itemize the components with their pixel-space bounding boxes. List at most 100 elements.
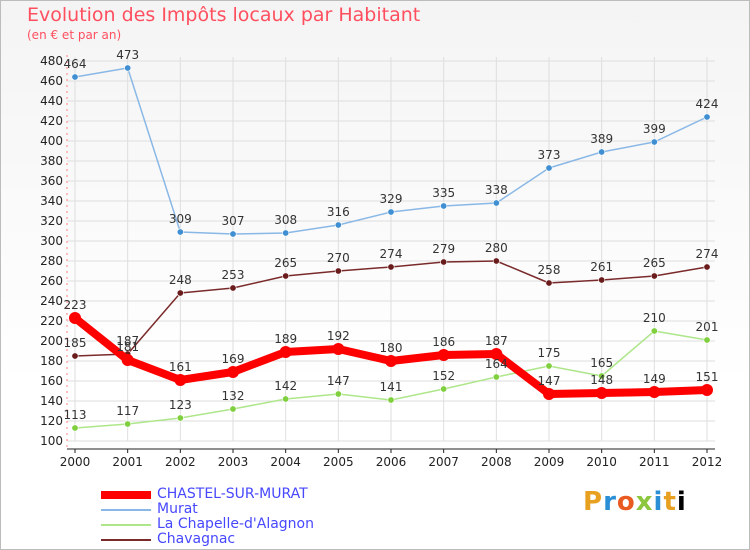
data-label: 201 [696,320,719,334]
data-point [440,202,448,210]
data-label: 248 [169,273,192,287]
data-point [387,208,395,216]
data-point [492,373,500,381]
logo-letter: r [603,487,617,517]
data-label: 189 [274,332,297,346]
legend-swatch-la-chapelle [101,523,151,526]
y-tick-label: 440 [40,94,63,108]
x-ticks: 2000 2001 2002 2003 2004 2005 2006 2007 2008 2009… [60,455,723,469]
data-label: 253 [222,268,245,282]
data-label: 373 [538,148,561,162]
data-label: 473 [116,48,139,62]
data-label: 117 [116,404,139,418]
y-tick-label: 480 [40,54,63,68]
data-point [492,257,500,265]
data-point [334,267,342,275]
data-label: 147 [538,374,561,388]
legend-label-chastel: CHASTEL-SUR-MURAT [157,486,308,502]
x-tick-label: 2010 [586,455,617,469]
data-label: 274 [696,247,719,261]
y-tick-label: 280 [40,254,63,268]
data-point [282,395,290,403]
x-tick-label: 2011 [639,455,670,469]
data-label: 308 [274,213,297,227]
data-point [387,396,395,404]
data-point [703,336,711,344]
y-tick-label: 420 [40,114,63,128]
x-tick-label: 2003 [218,455,249,469]
logo-letter: t [663,487,677,517]
data-point [69,312,81,324]
data-point [650,138,658,146]
data-label: 279 [432,242,455,256]
data-label: 169 [222,352,245,366]
data-point [124,420,132,428]
data-label: 180 [380,341,403,355]
y-tick-label: 380 [40,154,63,168]
data-point [703,113,711,121]
data-label: 316 [327,205,350,219]
data-label: 261 [590,260,613,274]
data-label: 151 [696,370,719,384]
data-point [545,279,553,287]
data-label: 424 [696,97,719,111]
data-label: 161 [169,360,192,374]
data-label: 274 [380,247,403,261]
data-label: 265 [274,256,297,270]
data-point [543,388,555,400]
x-tick-label: 2008 [481,455,512,469]
chart-subtitle: (en € et par an) [27,28,122,42]
data-label: 265 [643,256,666,270]
logo-letter: i [653,487,664,517]
data-point [385,355,397,367]
legend-swatch-chastel [101,490,151,499]
proxiti-logo: Proxiti [583,487,687,517]
data-point [71,424,79,432]
x-tick-label: 2000 [60,455,91,469]
data-point [71,352,79,360]
legend-swatch-murat [101,508,151,511]
legend-item-murat[interactable]: Murat [101,502,314,517]
data-label: 147 [327,374,350,388]
data-point [282,272,290,280]
legend-item-chavagnac[interactable]: Chavagnac [101,532,314,547]
data-label: 187 [116,334,139,348]
logo-letter: o [616,487,636,517]
legend-item-la-chapelle[interactable]: La Chapelle-d'Alagnon [101,517,314,532]
data-label: 464 [64,57,87,71]
y-tick-label: 400 [40,134,63,148]
data-label: 123 [169,398,192,412]
axes [66,55,715,453]
data-point [545,164,553,172]
logo-letter: x [635,487,654,517]
y-tick-label: 100 [40,434,63,448]
x-tick-label: 2002 [165,455,196,469]
grid [67,57,715,442]
y-tick-label: 220 [40,314,63,328]
data-point [176,228,184,236]
x-tick-label: 2001 [112,455,143,469]
data-label: 210 [643,311,666,325]
data-point [176,289,184,297]
legend-item-chastel[interactable]: CHASTEL-SUR-MURAT [101,487,314,502]
data-point [490,348,503,360]
data-point [598,148,606,156]
data-point [282,229,290,237]
legend-label-murat: Murat [157,501,198,517]
data-label: 152 [432,369,455,383]
data-point [701,384,713,396]
x-tick-label: 2005 [323,455,354,469]
y-tick-label: 260 [40,274,63,288]
data-point [176,414,184,422]
data-label: 148 [590,373,613,387]
data-point [227,366,239,378]
data-point [648,386,661,398]
y-tick-label: 180 [40,354,63,368]
data-point [598,276,606,284]
data-point [703,263,711,271]
y-tick-label: 360 [40,174,63,188]
data-point [650,272,658,280]
x-tick-label: 2004 [270,455,301,469]
x-tick-label: 2007 [428,455,459,469]
y-tick-label: 200 [40,334,63,348]
